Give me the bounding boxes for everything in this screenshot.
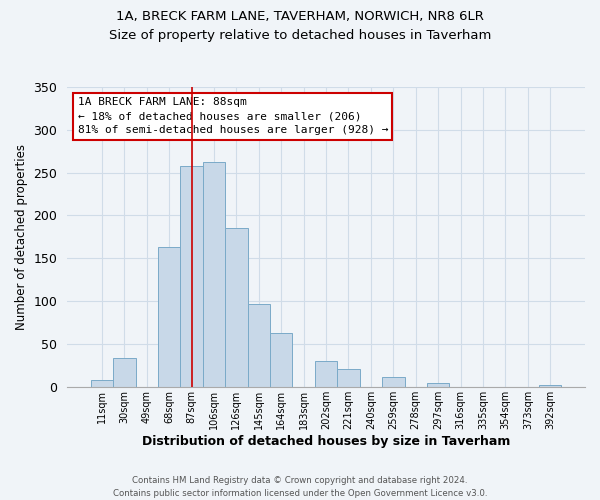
Bar xyxy=(270,333,292,387)
Bar xyxy=(337,369,360,387)
Bar xyxy=(539,385,562,387)
Y-axis label: Number of detached properties: Number of detached properties xyxy=(15,144,28,330)
Bar xyxy=(158,247,181,387)
Bar xyxy=(91,380,113,387)
Text: 1A BRECK FARM LANE: 88sqm
← 18% of detached houses are smaller (206)
81% of semi: 1A BRECK FARM LANE: 88sqm ← 18% of detac… xyxy=(77,98,388,136)
Bar xyxy=(225,228,248,387)
Bar xyxy=(113,358,136,387)
X-axis label: Distribution of detached houses by size in Taverham: Distribution of detached houses by size … xyxy=(142,434,510,448)
Bar xyxy=(382,378,404,387)
Bar xyxy=(315,361,337,387)
Bar xyxy=(181,166,203,387)
Text: 1A, BRECK FARM LANE, TAVERHAM, NORWICH, NR8 6LR
Size of property relative to det: 1A, BRECK FARM LANE, TAVERHAM, NORWICH, … xyxy=(109,10,491,42)
Text: Contains HM Land Registry data © Crown copyright and database right 2024.
Contai: Contains HM Land Registry data © Crown c… xyxy=(113,476,487,498)
Bar xyxy=(203,162,225,387)
Bar xyxy=(248,304,270,387)
Bar xyxy=(427,382,449,387)
